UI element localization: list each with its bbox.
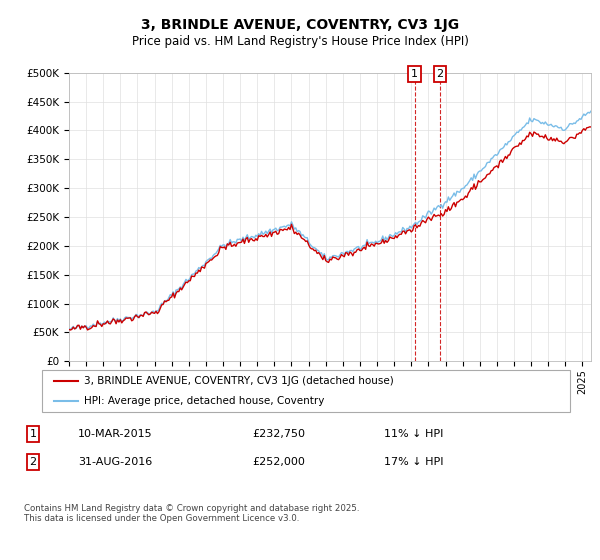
Text: £252,000: £252,000	[252, 457, 305, 467]
Text: 1: 1	[411, 69, 418, 79]
Text: £232,750: £232,750	[252, 429, 305, 439]
Text: 17% ↓ HPI: 17% ↓ HPI	[384, 457, 443, 467]
Text: 10-MAR-2015: 10-MAR-2015	[78, 429, 152, 439]
Text: Contains HM Land Registry data © Crown copyright and database right 2025.
This d: Contains HM Land Registry data © Crown c…	[24, 504, 359, 524]
Text: 2: 2	[29, 457, 37, 467]
Text: 3, BRINDLE AVENUE, COVENTRY, CV3 1JG: 3, BRINDLE AVENUE, COVENTRY, CV3 1JG	[141, 18, 459, 32]
Text: HPI: Average price, detached house, Coventry: HPI: Average price, detached house, Cove…	[84, 396, 325, 406]
Text: 11% ↓ HPI: 11% ↓ HPI	[384, 429, 443, 439]
Text: 1: 1	[29, 429, 37, 439]
Text: 3, BRINDLE AVENUE, COVENTRY, CV3 1JG (detached house): 3, BRINDLE AVENUE, COVENTRY, CV3 1JG (de…	[84, 376, 394, 386]
Text: Price paid vs. HM Land Registry's House Price Index (HPI): Price paid vs. HM Land Registry's House …	[131, 35, 469, 49]
Text: 2: 2	[436, 69, 443, 79]
Text: 31-AUG-2016: 31-AUG-2016	[78, 457, 152, 467]
